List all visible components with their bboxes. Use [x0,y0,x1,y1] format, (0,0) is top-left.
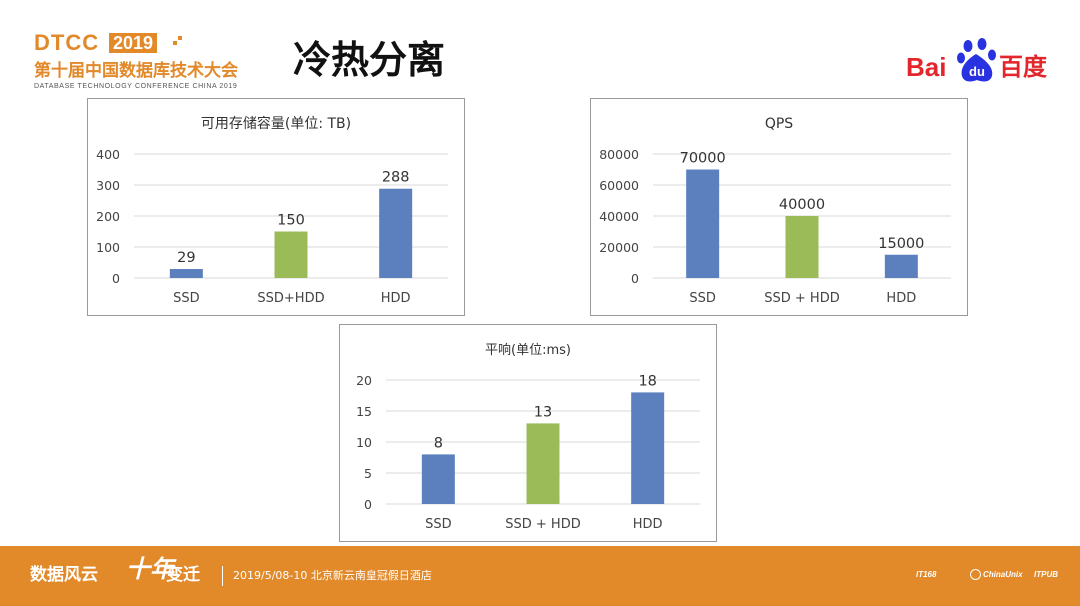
bar [169,269,203,278]
chart-title: QPS [765,116,793,132]
baidu-du-text: du [969,64,985,79]
y-tick-label: 200 [96,209,120,224]
y-tick-label: 60000 [599,178,639,193]
chinaunix-icon [970,569,981,580]
chart-qps-svg: QPS 0 20000 40000 60000 80000 70000 SSD 40000 SSD… [599,116,951,306]
chart-capacity-svg: 可用存储容量(单位: TB) 0 100 200 300 400 29 SSD 150 SSD+H… [96,115,448,306]
data-label: 18 [638,373,656,389]
x-tick-label: SSD [173,291,200,306]
data-label: 29 [177,250,195,266]
y-tick-label: 400 [96,147,120,162]
y-tick-label: 0 [364,497,372,512]
bar [274,231,308,278]
data-label: 150 [277,213,305,229]
baidu-cn-text: 百度 [999,53,1047,81]
y-tick-label: 20 [356,373,372,388]
x-tick-label: SSD + HDD [505,517,580,532]
x-tick-label: HDD [633,517,663,532]
logo-mark-icon [173,36,182,45]
chart-capacity: 可用存储容量(单位: TB) 0 100 200 300 400 29 SSD 150 SSD+H… [87,98,465,316]
footer-slogan-right: 变迁 [166,565,200,585]
data-label: 70000 [680,151,726,167]
data-label: 13 [534,404,552,420]
logo-cn-text: 第十届中国数据库技术大会 [34,61,238,81]
bar [526,423,560,504]
y-tick-label: 20000 [599,240,639,255]
bar [631,392,665,504]
y-tick-label: 15 [356,404,372,419]
sponsor-itpub: ITPUB [1034,570,1058,579]
logo-en-text: DATABASE TECHNOLOGY CONFERENCE CHINA 201… [34,83,238,90]
y-tick-label: 100 [96,240,120,255]
chart-qps: QPS 0 20000 40000 60000 80000 70000 SSD 40000 SSD… [590,98,968,316]
logo-dtcc-text: DTCC [34,30,100,55]
baidu-paw-icon: du [957,38,996,82]
bar [686,169,720,278]
slide-header: DTCC 2019 第十届中国数据库技术大会 DATABASE TECHNOLO… [0,0,1080,100]
bar [884,254,918,278]
chart-latency: 平响(单位:ms) 0 5 10 15 20 8 SSD 13 SSD + HDD 18 HDD [339,324,717,542]
x-tick-label: SSD [425,517,452,532]
slide-title: 冷热分离 [293,38,446,82]
footer-event-info: 2019/5/08-10 北京新云南皇冠假日酒店 [233,569,432,582]
y-tick-label: 0 [631,271,639,286]
data-label: 8 [434,435,443,451]
chart-latency-svg: 平响(单位:ms) 0 5 10 15 20 8 SSD 13 SSD + HDD 18 HDD [356,342,700,532]
chart-title: 平响(单位:ms) [485,342,571,358]
x-tick-label: SSD+HDD [257,291,324,306]
x-tick-label: HDD [381,291,411,306]
footer-slogan-left: 数据风云 [30,565,98,585]
footer-divider [222,566,223,586]
x-tick-label: HDD [886,291,916,306]
x-tick-label: SSD [689,291,716,306]
slide-footer: 数据风云 十年 变迁 2019/5/08-10 北京新云南皇冠假日酒店 IT16… [0,546,1080,606]
data-label: 288 [382,170,410,186]
bar [421,454,455,504]
chart-title: 可用存储容量(单位: TB) [201,115,351,132]
y-tick-label: 300 [96,178,120,193]
y-tick-label: 10 [356,435,372,450]
baidu-logo: Bai du 百度 [906,38,1056,84]
bar [785,216,819,278]
baidu-bai-text: Bai [906,52,947,82]
sponsor-chinaunix: ChinaUnix [983,570,1023,579]
y-tick-label: 5 [364,466,372,481]
footer-sponsors: IT168 ChinaUnix ITPUB [916,566,1066,586]
bar [379,188,413,278]
data-label: 15000 [878,236,924,252]
logo-year: 2019 [109,33,158,53]
y-tick-label: 0 [112,271,120,286]
footer-slogan-mid: 十年 [126,555,174,583]
data-label: 40000 [779,197,825,213]
sponsor-it168: IT168 [916,570,937,579]
dtcc-logo: DTCC 2019 第十届中国数据库技术大会 DATABASE TECHNOLO… [34,30,294,94]
x-tick-label: SSD + HDD [764,291,839,306]
y-tick-label: 80000 [599,147,639,162]
y-tick-label: 40000 [599,209,639,224]
